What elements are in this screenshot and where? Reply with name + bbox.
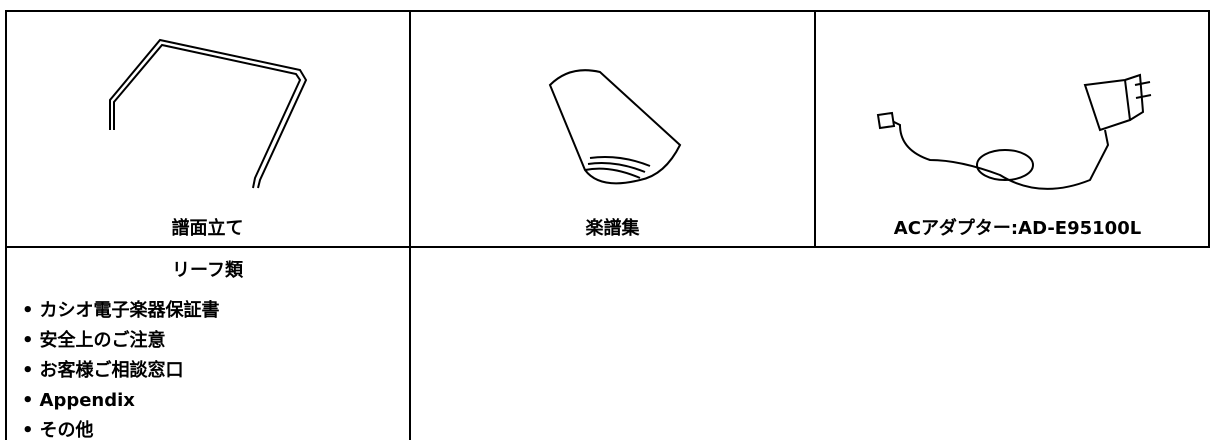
- leaflet-list: カシオ電子楽器保証書安全上のご注意お客様ご相談窓口Appendixその他: [22, 296, 220, 446]
- ac-adapter-illustration: [876, 73, 1152, 190]
- leaflet-title: リーフ類: [172, 260, 243, 281]
- music-stand-illustration: [109, 38, 308, 189]
- caption: 譜面立て: [171, 218, 244, 239]
- leaflet-item: カシオ電子楽器保証書: [22, 296, 220, 326]
- leaflet-item: 安全上のご注意: [22, 326, 220, 356]
- border-right: [1208, 10, 1210, 248]
- border-left: [5, 10, 7, 440]
- leaflet-item: その他: [22, 416, 220, 446]
- caption: 楽譜集: [585, 218, 640, 239]
- caption: ACアダプター:AD-E95100L: [893, 218, 1142, 239]
- border-top: [5, 10, 1210, 12]
- score-book-illustration: [548, 69, 682, 185]
- divider: [409, 10, 411, 440]
- leaflet-item: お客様ご相談窓口: [22, 356, 220, 386]
- leaflet-item: Appendix: [22, 386, 220, 416]
- row-divider: [5, 246, 1210, 248]
- divider: [814, 10, 816, 248]
